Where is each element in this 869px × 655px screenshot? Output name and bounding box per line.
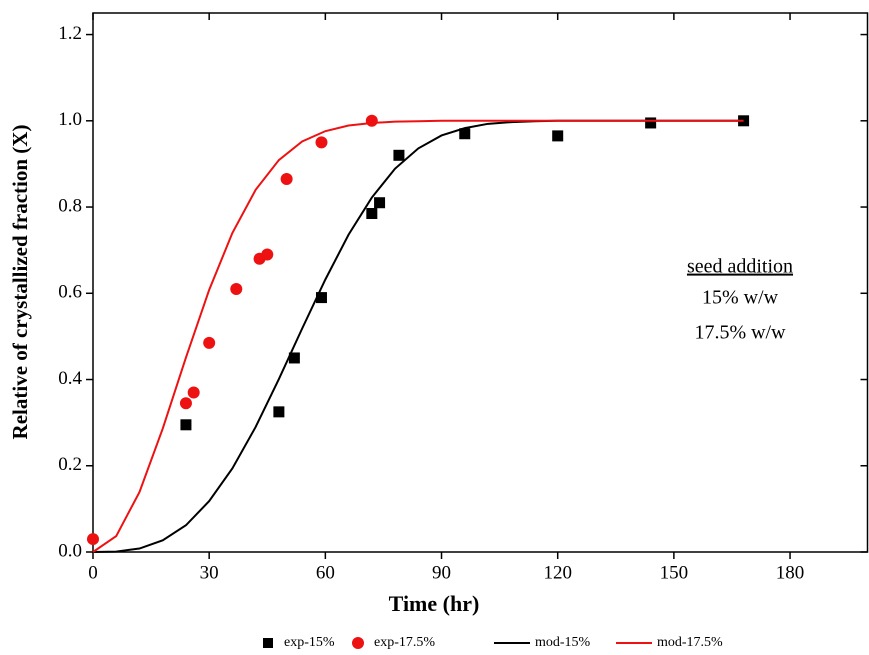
data-point	[374, 197, 386, 209]
data-point	[288, 352, 300, 364]
data-point	[187, 386, 200, 399]
x-tick-label: 180	[776, 562, 805, 583]
x-tick-label: 150	[660, 562, 689, 583]
data-point	[280, 173, 293, 186]
legend-label: mod-15%	[535, 635, 591, 650]
x-tick-label: 90	[432, 562, 451, 583]
model-line	[92, 119, 744, 553]
y-axis-label: Relative of crystallized fraction (X)	[8, 125, 32, 440]
data-point	[203, 336, 216, 349]
data-point	[459, 128, 471, 140]
legend-label: exp-17.5%	[374, 635, 435, 650]
annotation: seed addition	[687, 256, 793, 278]
data-point	[261, 248, 274, 261]
y-tick-label: 0.6	[58, 282, 82, 303]
y-tick-label: 1.2	[58, 23, 82, 44]
data-point	[366, 208, 378, 220]
data-point	[87, 533, 99, 546]
x-tick-label: 30	[200, 562, 219, 583]
data-point	[315, 136, 328, 149]
x-axis-label: Time (hr)	[389, 591, 480, 616]
data-point	[273, 406, 285, 418]
legend-label: exp-15%	[284, 635, 335, 650]
y-tick-label: 0.4	[58, 368, 82, 389]
plot-frame	[92, 12, 869, 553]
annotation: 17.5% w/w	[694, 322, 786, 344]
data-point	[645, 117, 657, 129]
data-point	[552, 130, 564, 142]
x-tick-label: 120	[543, 562, 572, 583]
y-tick-label: 1.0	[58, 109, 82, 130]
y-tick-label: 0.0	[58, 540, 82, 561]
data-point	[365, 114, 378, 127]
data-point	[315, 292, 327, 304]
x-tick-label: 60	[316, 562, 335, 583]
model-line	[92, 119, 744, 553]
data-point	[393, 149, 405, 161]
legend-label: mod-17.5%	[657, 635, 723, 650]
legend-marker	[263, 638, 273, 648]
y-tick-label: 0.8	[58, 195, 82, 216]
y-tick-label: 0.2	[58, 454, 82, 475]
annotation: 15% w/w	[702, 287, 779, 309]
data-point	[179, 397, 192, 410]
x-tick-label: 0	[88, 562, 98, 583]
legend-marker	[352, 637, 364, 649]
data-point	[230, 282, 243, 295]
data-point	[180, 419, 192, 431]
